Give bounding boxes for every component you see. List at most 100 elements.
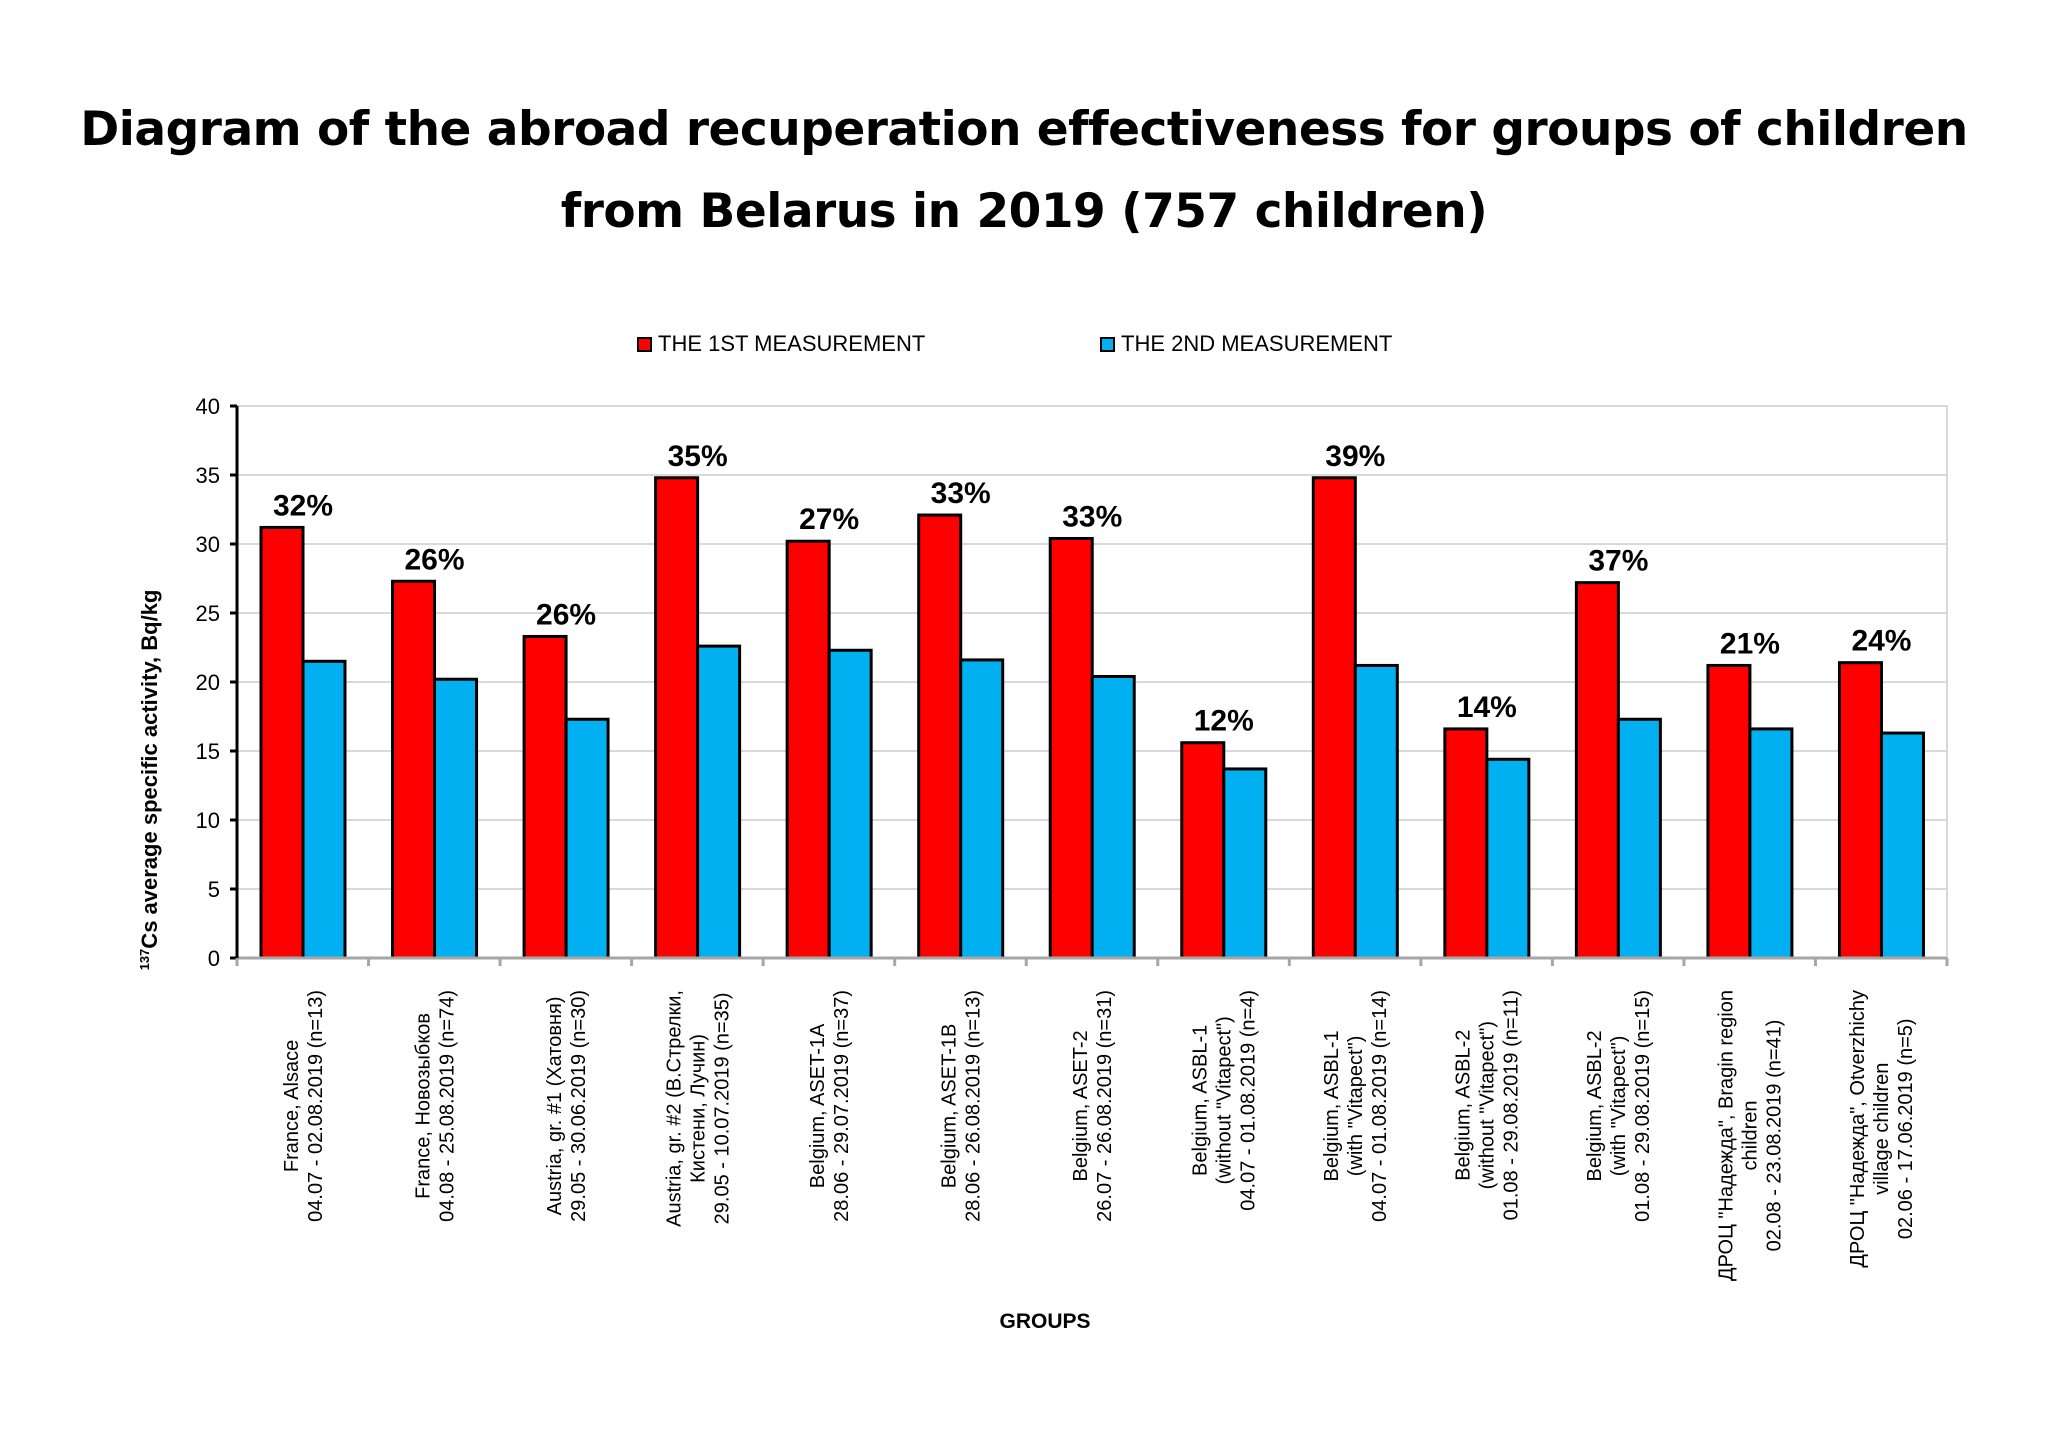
bar-1st-measurement: [785, 539, 831, 960]
x-category-label-line: Belgium, ASET-2: [1070, 1030, 1092, 1181]
y-tick-label: 5: [208, 877, 220, 902]
x-category-label-line: Кистени, Лучин): [687, 1034, 709, 1183]
x-category-label: Belgium, ASBL-2 (without "Vitapect") 01.08…: [1453, 990, 1523, 1220]
x-category-label-line: (without "Vitapect"): [1214, 1016, 1236, 1184]
legend-item-2nd-measurement: THE 2ND MEASUREMENT: [1100, 331, 1392, 357]
chart-title-line-2: from Belarus in 2019 (757 children): [560, 184, 1488, 239]
x-category-label-line: 02.08 - 23.08.2019 (n=41): [1764, 1020, 1786, 1252]
x-category-label-line: 28.06 - 26.08.2019 (n=13): [962, 990, 984, 1222]
x-category-label: Belgium, ASBL-2 (with "Vitapect") 01.08 - …: [1584, 990, 1654, 1222]
percent-label: 37%: [1588, 545, 1648, 578]
bar-1st-measurement: [1443, 727, 1489, 960]
x-category-label-line: 29.05 - 10.07.2019 (n=35): [711, 993, 733, 1225]
x-category-label-line: 01.08 - 29.08.2019 (n=15): [1632, 990, 1654, 1222]
bar-1st-measurement: [1706, 663, 1752, 960]
y-axis-label-text: Cs average specific activity, Bq/kg: [137, 589, 163, 949]
bar-1st-measurement: [391, 579, 437, 960]
bar-1st-measurement: [1048, 536, 1094, 960]
y-tick-label: 10: [196, 808, 220, 833]
x-category-label: Belgium, ASET-2 26.07 - 26.08.2019 (n=31): [1070, 990, 1116, 1222]
x-category-label-line: 04.08 - 25.08.2019 (n=74): [436, 990, 458, 1222]
bar-2nd-measurement: [1353, 663, 1399, 960]
bar-2nd-measurement: [301, 659, 347, 960]
bar-2nd-measurement: [1616, 717, 1662, 960]
x-category-label-line: 04.07 - 02.08.2019 (n=13): [305, 990, 327, 1222]
x-category-label-line: village children: [1871, 1063, 1893, 1195]
x-category-label-line: ДРОЦ "Надежда", Otverzhichy: [1847, 990, 1869, 1268]
x-category-label: France, Alsace 04.07 - 02.08.2019 (n=13): [281, 990, 327, 1222]
bar-2nd-measurement: [696, 644, 742, 960]
bar-2nd-measurement: [433, 677, 479, 960]
legend-label-2nd: THE 2ND MEASUREMENT: [1121, 331, 1393, 356]
x-category-label-line: 28.06 - 29.07.2019 (n=37): [831, 990, 853, 1222]
y-tick-label: 30: [196, 532, 220, 557]
x-category-label-line: France, Новозыбков: [412, 1013, 434, 1199]
y-axis-label: 137Cs average specific activity, Bq/kg: [137, 590, 163, 971]
x-category-label-line: Belgium, ASET-1A: [807, 1023, 829, 1188]
bar-2nd-measurement: [1748, 727, 1794, 960]
x-category-label-line: 04.07 - 01.08.2019 (n=4): [1238, 990, 1260, 1211]
x-category-label-line: 01.08 - 29.08.2019 (n=11): [1501, 990, 1523, 1220]
x-category-label: France, Новозыбков 04.08 - 25.08.2019 (n=…: [412, 990, 458, 1222]
x-category-label-line: (with "Vitapect"): [1345, 1036, 1367, 1177]
bar-1st-measurement: [1180, 741, 1226, 960]
percent-label: 21%: [1720, 627, 1780, 660]
bar-2nd-measurement: [959, 658, 1005, 960]
percent-label: 32%: [273, 489, 333, 522]
x-category-label: Belgium, ASBL-1 (with "Vitapect") 04.07 - …: [1321, 990, 1391, 1222]
x-category-label-line: (with "Vitapect"): [1608, 1036, 1630, 1177]
percent-label: 26%: [405, 543, 465, 576]
x-category-label-line: ДРОЦ "Надежда", Bragin region: [1716, 990, 1738, 1281]
bar-2nd-measurement: [1879, 731, 1925, 960]
x-category-label: ДРОЦ "Надежда", Bragin region children 02.…: [1716, 990, 1786, 1281]
percent-label: 27%: [799, 503, 859, 536]
legend-label-1st: THE 1ST MEASUREMENT: [658, 331, 926, 356]
x-category-label: Belgium, ASET-1A 28.06 - 29.07.2019 (n=37…: [807, 990, 853, 1222]
legend-swatch-blue: [1100, 336, 1115, 352]
y-tick-label: 15: [196, 739, 220, 764]
x-category-label-line: children: [1740, 1100, 1762, 1170]
bar-1st-measurement: [917, 513, 963, 960]
x-category-label-line: (without "Vitapect"): [1477, 1021, 1499, 1189]
x-category-label-line: Belgium, ASBL-2: [1453, 1030, 1475, 1181]
percent-label: 35%: [668, 440, 728, 473]
bar-1st-measurement: [1311, 476, 1357, 960]
x-category-label: Austria, gr. #1 (Хатовня) 29.05 - 30.06.2…: [544, 990, 590, 1222]
x-category-label-line: 29.05 - 30.06.2019 (n=30): [568, 990, 590, 1222]
x-category-label-line: Belgium, ASBL-2: [1584, 1030, 1606, 1181]
bar-1st-measurement: [1837, 661, 1883, 960]
y-tick-label: 40: [196, 394, 220, 419]
bar-1st-measurement: [259, 525, 305, 960]
bar-1st-measurement: [522, 634, 568, 960]
legend-item-1st-measurement: THE 1ST MEASUREMENT: [637, 331, 925, 357]
x-category-label-line: France, Alsace: [281, 1040, 303, 1172]
bar-1st-measurement: [654, 476, 700, 960]
legend-swatch-red: [637, 336, 652, 352]
percent-label: 12%: [1194, 705, 1254, 738]
percent-label: 14%: [1457, 691, 1517, 724]
bar-2nd-measurement: [1222, 767, 1268, 960]
percent-label: 33%: [1062, 500, 1122, 533]
x-category-label-line: 02.06 - 17.06.2019 (n=5): [1895, 1018, 1917, 1239]
x-category-label-line: Austria, gr. #2 (В.Стрелки,: [663, 990, 685, 1227]
y-tick-label: 20: [196, 670, 220, 695]
x-category-label: ДРОЦ "Надежда", Otverzhichy village child…: [1847, 990, 1917, 1268]
y-tick-label: 35: [196, 463, 220, 488]
x-category-label-line: Belgium, ASBL-1: [1321, 1030, 1343, 1181]
percent-label: 24%: [1851, 625, 1911, 658]
bar-2nd-measurement: [1090, 674, 1136, 960]
chart-title-line-1: Diagram of the abroad recuperation effec…: [80, 102, 1968, 157]
x-category-label: Austria, gr. #2 (В.Стрелки, Кистени, Лучи…: [663, 990, 733, 1227]
x-category-label-line: Austria, gr. #1 (Хатовня): [544, 997, 566, 1216]
x-category-label-line: Belgium, ASET-1B: [938, 1024, 960, 1189]
percent-label: 39%: [1325, 440, 1385, 473]
percent-label: 33%: [931, 477, 991, 510]
bar-2nd-measurement: [564, 717, 610, 960]
x-category-label: Belgium, ASET-1B 28.06 - 26.08.2019 (n=13…: [938, 990, 984, 1222]
bar-1st-measurement: [1574, 581, 1620, 960]
x-axis-title: GROUPS: [999, 1310, 1091, 1333]
y-tick-label: 0: [208, 946, 220, 971]
bar-2nd-measurement: [1485, 757, 1531, 960]
x-category-label-line: Belgium, ASBL-1: [1190, 1025, 1212, 1176]
